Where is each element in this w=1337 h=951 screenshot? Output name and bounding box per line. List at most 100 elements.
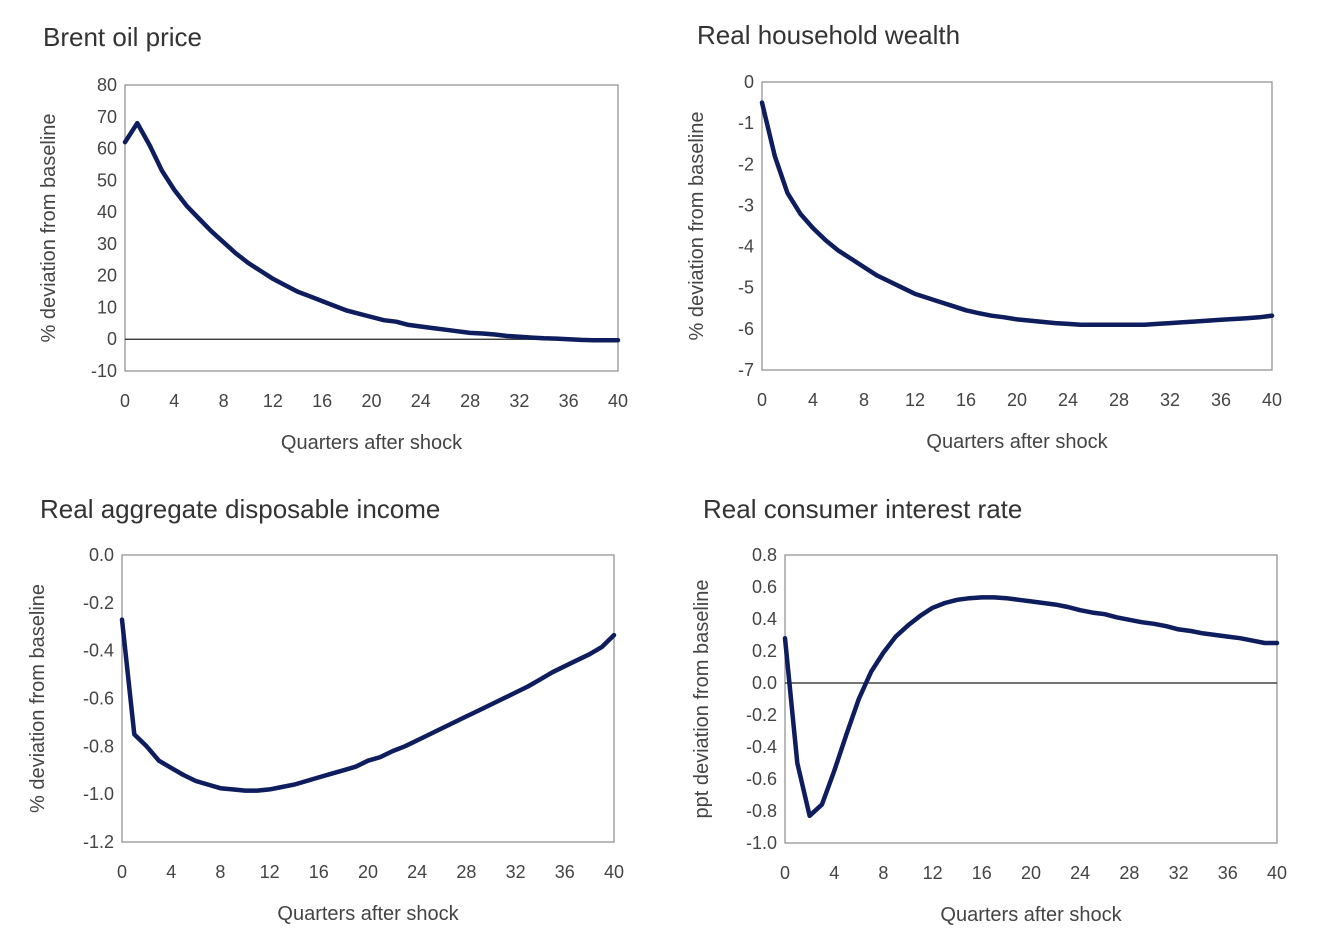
x-tick-label: 36 <box>1218 863 1238 883</box>
x-tick-label: 32 <box>1169 863 1189 883</box>
x-tick-label: 8 <box>219 391 229 411</box>
chart-title: Real household wealth <box>697 20 960 50</box>
x-tick-label: 0 <box>120 391 130 411</box>
x-tick-label: 32 <box>509 391 529 411</box>
y-tick-label: -0.6 <box>746 769 777 789</box>
x-tick-label: 8 <box>878 863 888 883</box>
y-tick-label: 0 <box>107 329 117 349</box>
x-tick-label: 24 <box>1058 390 1078 410</box>
y-tick-label: 10 <box>97 297 117 317</box>
plot-frame <box>124 84 619 372</box>
y-axis-label: % deviation from baseline <box>27 584 49 813</box>
y-tick-label: 0.6 <box>752 577 777 597</box>
x-tick-label: 40 <box>604 862 624 882</box>
x-tick-label: 8 <box>215 862 225 882</box>
x-tick-label: 4 <box>166 862 176 882</box>
x-tick-label: 12 <box>263 391 283 411</box>
y-tick-label: -1.0 <box>746 833 777 853</box>
x-axis-label: Quarters after shock <box>926 431 1108 453</box>
series-line <box>782 595 1280 819</box>
x-tick-label: 36 <box>1211 390 1231 410</box>
y-tick-label: 0.8 <box>752 545 777 565</box>
y-tick-label: 0 <box>744 72 754 92</box>
y-tick-label: -1 <box>738 113 754 133</box>
x-tick-label: 28 <box>460 391 480 411</box>
x-tick-label: 28 <box>456 862 476 882</box>
y-tick-label: -5 <box>738 278 754 298</box>
x-axis-label: Quarters after shock <box>940 904 1122 926</box>
x-tick-label: 20 <box>1021 863 1041 883</box>
series-line <box>122 120 621 343</box>
y-tick-label: 60 <box>97 139 117 159</box>
y-axis-label: % deviation from baseline <box>686 111 708 340</box>
x-tick-label: 12 <box>923 863 943 883</box>
y-tick-label: -0.6 <box>83 689 114 709</box>
x-tick-label: 0 <box>780 863 790 883</box>
chart-title: Brent oil price <box>43 22 202 52</box>
x-tick-label: 20 <box>1007 390 1027 410</box>
x-tick-label: 16 <box>312 391 332 411</box>
x-tick-label: 40 <box>1267 863 1287 883</box>
x-tick-label: 12 <box>260 862 280 882</box>
plot-frame <box>784 554 1278 844</box>
y-tick-label: -4 <box>738 237 754 257</box>
y-tick-label: -0.4 <box>746 737 777 757</box>
x-tick-label: 32 <box>506 862 526 882</box>
x-tick-label: 40 <box>608 391 628 411</box>
x-tick-label: 32 <box>1160 390 1180 410</box>
y-tick-label: -0.4 <box>83 641 114 661</box>
y-axis-label: % deviation from baseline <box>38 113 60 342</box>
y-tick-label: -0.2 <box>746 705 777 725</box>
y-tick-label: 30 <box>97 234 117 254</box>
x-axis-label: Quarters after shock <box>281 432 463 454</box>
x-tick-label: 4 <box>169 391 179 411</box>
x-tick-label: 24 <box>407 862 427 882</box>
y-tick-label: 50 <box>97 170 117 190</box>
x-tick-label: 16 <box>309 862 329 882</box>
x-axis-label: Quarters after shock <box>277 903 459 925</box>
y-tick-label: -3 <box>738 195 754 215</box>
y-tick-label: -6 <box>738 319 754 339</box>
y-tick-label: -0.8 <box>746 801 777 821</box>
series-line <box>119 617 617 793</box>
x-tick-label: 4 <box>808 390 818 410</box>
x-tick-label: 24 <box>411 391 431 411</box>
y-tick-label: 0.0 <box>752 673 777 693</box>
chart-panel-4: Real consumer interest rate 0.8 0.6 0.4 0.2 0… <box>691 494 1287 926</box>
y-tick-label: 80 <box>97 75 117 95</box>
x-tick-label: 8 <box>859 390 869 410</box>
y-tick-label: 70 <box>97 107 117 127</box>
x-tick-label: 20 <box>358 862 378 882</box>
plot-frame <box>121 554 615 843</box>
y-tick-label: -0.8 <box>83 736 114 756</box>
x-tick-label: 16 <box>972 863 992 883</box>
x-tick-label: 16 <box>956 390 976 410</box>
x-tick-label: 0 <box>757 390 767 410</box>
chart-panel-3: Real aggregate disposable income 0.0 -0.2 -… <box>27 494 624 925</box>
x-tick-label: 28 <box>1119 863 1139 883</box>
y-tick-label: -10 <box>91 361 117 381</box>
y-tick-label: 20 <box>97 266 117 286</box>
x-tick-label: 4 <box>829 863 839 883</box>
y-tick-label: 40 <box>97 202 117 222</box>
x-tick-label: 24 <box>1070 863 1090 883</box>
y-tick-label: -7 <box>738 360 754 380</box>
chart-title: Real aggregate disposable income <box>40 494 440 524</box>
x-tick-label: 36 <box>555 862 575 882</box>
x-tick-label: 36 <box>559 391 579 411</box>
x-tick-label: 20 <box>361 391 381 411</box>
y-axis-label: ppt deviation from baseline <box>691 579 713 818</box>
x-tick-label: 28 <box>1109 390 1129 410</box>
y-tick-label: -0.2 <box>83 593 114 613</box>
plot-frame <box>761 81 1273 371</box>
y-tick-label: 0.4 <box>752 609 777 629</box>
x-tick-label: 12 <box>905 390 925 410</box>
y-tick-label: 0.2 <box>752 641 777 661</box>
x-tick-label: 0 <box>117 862 127 882</box>
chart-title: Real consumer interest rate <box>703 494 1022 524</box>
y-tick-label: -1.0 <box>83 784 114 804</box>
y-tick-label: 0.0 <box>89 545 114 565</box>
